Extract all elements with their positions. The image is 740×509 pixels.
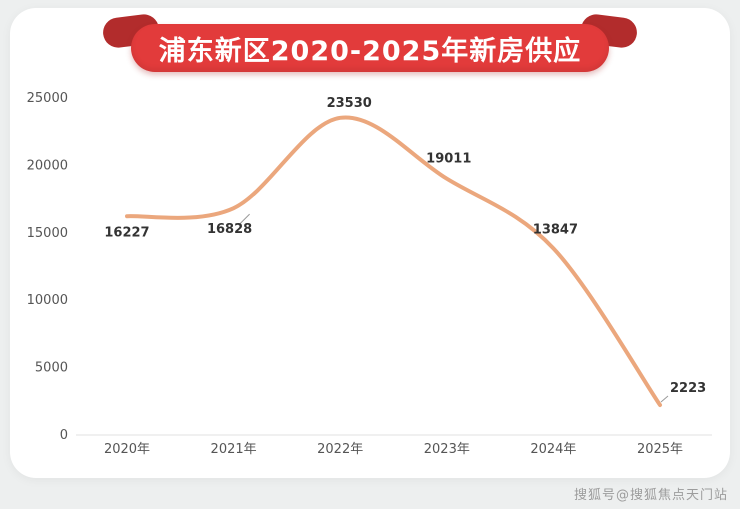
y-tick-label: 15000 bbox=[27, 226, 68, 241]
data-label: 16828 bbox=[207, 222, 252, 237]
chart-title: 浦东新区2020-2025年新房供应 bbox=[131, 24, 609, 72]
series-line bbox=[125, 115, 662, 408]
x-tick-label: 2021年 bbox=[211, 442, 257, 457]
x-tick-label: 2025年 bbox=[637, 442, 683, 457]
x-tick-label: 2023年 bbox=[424, 442, 470, 457]
y-tick-label: 25000 bbox=[27, 91, 68, 106]
x-tick-label: 2024年 bbox=[530, 442, 576, 457]
data-label: 13847 bbox=[533, 222, 578, 237]
x-tick-label: 2022年 bbox=[317, 442, 363, 457]
data-label: 2223 bbox=[670, 381, 706, 396]
line-chart: 0 5000 10000 15000 20000 25000 2020年 2021年 2022年… bbox=[27, 91, 712, 457]
chart-card: 浦东新区2020-2025年新房供应 0 5000 10000 15000 20000 2… bbox=[10, 8, 730, 478]
data-label: 23530 bbox=[327, 96, 372, 111]
data-label: 19011 bbox=[426, 152, 471, 167]
y-tick-label: 5000 bbox=[35, 361, 68, 376]
watermark: 搜狐号@搜狐焦点天门站 bbox=[573, 488, 728, 503]
y-tick-label: 0 bbox=[60, 428, 68, 443]
data-label: 16227 bbox=[104, 225, 149, 240]
label-leader-line bbox=[660, 395, 669, 403]
label-leader-line bbox=[238, 213, 250, 226]
x-tick-label: 2020年 bbox=[104, 442, 150, 457]
title-ribbon: 浦东新区2020-2025年新房供应 bbox=[101, 12, 639, 72]
y-tick-label: 20000 bbox=[27, 158, 68, 173]
y-tick-label: 10000 bbox=[27, 293, 68, 308]
